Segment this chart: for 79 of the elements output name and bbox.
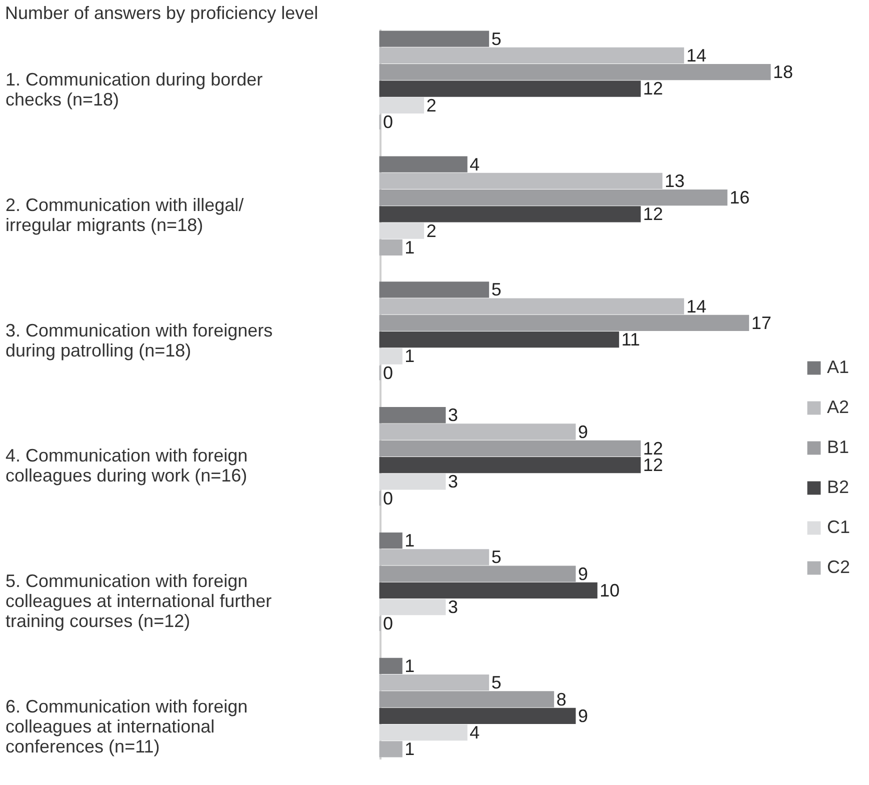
data-label: 9 <box>578 422 588 442</box>
bar <box>379 222 424 239</box>
legend-label: C2 <box>827 557 850 577</box>
data-label: 1 <box>404 237 415 258</box>
bar <box>379 474 446 490</box>
bar <box>379 549 490 566</box>
data-label: 3 <box>448 597 458 618</box>
bar <box>379 189 728 206</box>
y-tick-label: 3. Communication with foreigners during patrolling (n=18) <box>6 320 273 360</box>
data-label: 1 <box>404 346 415 366</box>
bar <box>379 314 750 332</box>
bar <box>379 30 490 47</box>
data-label: 4 <box>470 722 480 743</box>
bar <box>379 298 684 314</box>
legend-label: B2 <box>827 477 850 497</box>
data-label: 12 <box>643 78 664 99</box>
data-label: 5 <box>491 672 502 693</box>
bar <box>379 440 641 456</box>
data-label: 16 <box>730 188 750 208</box>
data-label: 5 <box>491 547 502 568</box>
bar <box>379 566 576 582</box>
bar <box>379 724 468 741</box>
data-label: 0 <box>383 614 394 634</box>
y-tick-label: 1. Communication during border checks (n=18) <box>6 69 263 110</box>
data-label: 4 <box>470 154 480 174</box>
legend-label: A1 <box>827 357 850 377</box>
data-label: 13 <box>664 170 685 191</box>
bar <box>379 407 446 424</box>
data-label: 9 <box>578 564 588 584</box>
bar <box>379 674 490 691</box>
y-tick-label: 6. Communication with foreign colleagues at international conferences (n=11) <box>6 696 248 757</box>
bar <box>379 532 402 549</box>
bar <box>379 658 402 674</box>
data-label: 17 <box>751 312 772 333</box>
data-label: 1 <box>404 739 415 760</box>
data-label: 3 <box>448 472 458 492</box>
data-label: 1 <box>404 530 415 551</box>
data-label: 9 <box>578 706 588 726</box>
bar <box>379 599 446 616</box>
bar <box>379 47 684 64</box>
bar <box>379 206 641 222</box>
data-label: 18 <box>773 62 794 82</box>
data-label: 3 <box>448 405 458 426</box>
bar <box>379 172 662 189</box>
bar <box>379 741 402 758</box>
data-label: 8 <box>556 689 566 710</box>
y-tick-label: 5. Communication with foreign colleagues at international further training courses (n=12) <box>6 571 272 632</box>
data-label: 12 <box>643 204 664 224</box>
bar <box>379 348 402 364</box>
data-label: 0 <box>383 112 394 132</box>
data-label: 5 <box>491 28 502 49</box>
data-label: 0 <box>383 488 394 508</box>
data-label: 2 <box>426 220 436 241</box>
legend-label: A2 <box>827 397 850 417</box>
y-tick-label: 2. Communication with illegal/ irregular migrants (n=18) <box>6 194 244 235</box>
bar <box>379 582 598 599</box>
bar <box>379 332 620 348</box>
y-tick-label: 4. Communication with foreign colleagues during work (n=16) <box>6 446 248 486</box>
data-label: 10 <box>600 580 620 600</box>
data-label: 14 <box>686 45 706 66</box>
data-label: 0 <box>383 362 394 383</box>
bar <box>379 239 402 256</box>
bar <box>379 424 576 440</box>
data-label: 2 <box>426 95 436 116</box>
bar <box>379 708 576 724</box>
legend-label: B1 <box>827 437 850 457</box>
bar <box>379 80 641 97</box>
data-label: 11 <box>621 330 640 350</box>
data-label: 1 <box>404 656 415 676</box>
bar <box>379 456 641 474</box>
bar <box>379 156 468 172</box>
data-label: 14 <box>686 296 706 316</box>
bar <box>379 97 424 114</box>
bar <box>379 282 490 298</box>
text: Number of answers by proficiency level <box>5 3 318 23</box>
bar <box>379 691 554 708</box>
bar <box>379 64 771 80</box>
data-label: 5 <box>491 280 502 300</box>
legend-label: C1 <box>827 517 850 537</box>
